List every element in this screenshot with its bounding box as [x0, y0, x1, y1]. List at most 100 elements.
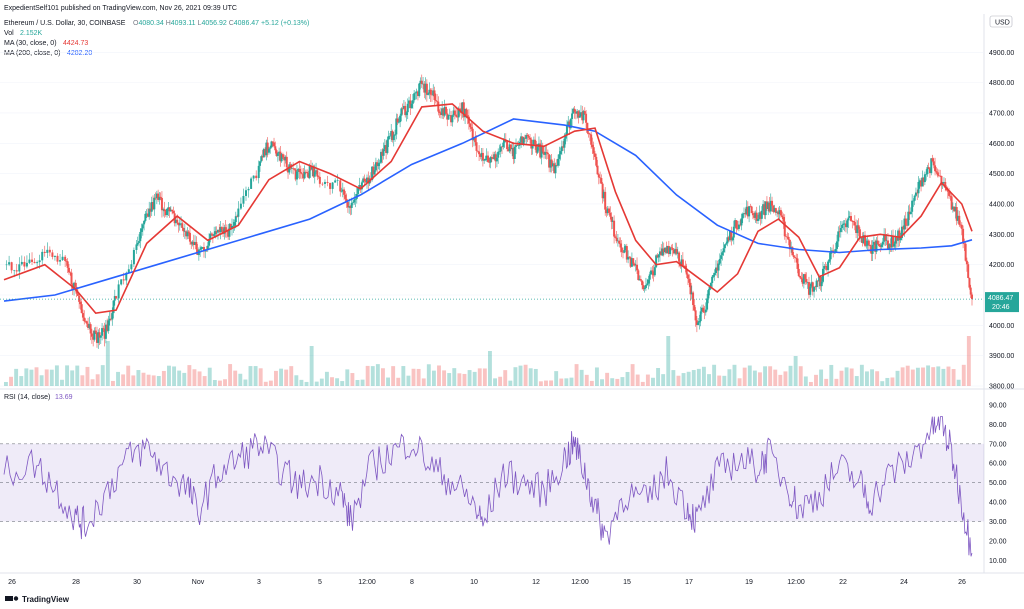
ma200-line — [3, 118, 973, 302]
candle-body — [94, 330, 97, 333]
candle-body — [739, 224, 742, 226]
candle-body — [294, 169, 297, 180]
price-axis[interactable]: 3800.003900.004000.004100.004200.004300.… — [989, 50, 1014, 391]
candle-body — [842, 223, 845, 225]
candle-body — [471, 128, 474, 141]
price-gridlines — [0, 51, 984, 387]
candle-body — [712, 275, 715, 277]
candle-body — [571, 113, 574, 120]
volume-bar — [386, 377, 390, 386]
candle-body — [531, 145, 534, 149]
last-price-value: 4086.47 — [988, 295, 1013, 302]
candle-body — [220, 227, 223, 230]
volume-bar — [243, 379, 248, 386]
volume-bar — [686, 371, 691, 386]
candle-body — [495, 157, 498, 162]
candle-body — [89, 324, 92, 334]
candle-body — [529, 137, 532, 140]
candle-body — [907, 211, 910, 226]
candle-body — [448, 115, 451, 116]
ohlc-close: 4086.47 — [234, 20, 259, 27]
candle-body — [535, 143, 538, 153]
candle-body — [909, 211, 912, 215]
rsi-tick-label: 40.00 — [989, 500, 1007, 507]
candle-body — [722, 248, 725, 253]
candle-body — [740, 218, 743, 226]
candle-body — [962, 228, 965, 244]
candle-body — [185, 231, 188, 237]
candle-body — [820, 281, 823, 287]
volume-bar — [381, 368, 385, 386]
candle-body — [158, 196, 161, 200]
volume-bar — [116, 371, 120, 386]
candle-body — [725, 243, 728, 245]
volume-bar — [345, 369, 350, 386]
candle-body — [662, 248, 665, 253]
symbol-title: Ethereum / U.S. Dollar, 30, COINBASE — [4, 20, 126, 27]
candle-body — [632, 258, 635, 264]
candle-body — [856, 225, 859, 234]
candle-body — [672, 249, 675, 254]
ma200-label: MA (200, close, 0) — [4, 50, 60, 57]
rsi-label: RSI (14, close) — [4, 394, 50, 401]
candle-body — [623, 250, 626, 253]
candle-body — [497, 151, 500, 158]
candle-body — [172, 211, 175, 214]
volume-bar — [274, 370, 278, 386]
currency-badge[interactable] — [989, 15, 1013, 28]
volume-bar — [875, 371, 880, 386]
volume-bar — [865, 371, 869, 386]
rsi-axis[interactable]: 10.00 20.00 30.00 40.00 50.00 60.00 70.00 80.00… — [989, 403, 1007, 565]
candle-body — [936, 172, 939, 176]
candle-body — [814, 286, 817, 288]
candle-body — [880, 244, 883, 247]
candle-body — [879, 245, 882, 247]
candle-body — [835, 241, 838, 249]
candle-body — [162, 209, 165, 211]
candle-body — [159, 196, 162, 198]
candle-body — [462, 102, 465, 118]
candle-body — [61, 256, 64, 261]
candle-body — [36, 262, 39, 264]
volume-bar — [605, 372, 610, 386]
time-axis[interactable]: 26 28 30 Nov 3 5 12:00 8 10 12 12:00 15 17 19 12:00 22 2… — [8, 579, 966, 586]
candle-body — [413, 93, 416, 101]
candle-body — [269, 147, 272, 149]
volume-bar — [233, 370, 238, 386]
volume-bar — [707, 374, 711, 386]
volume-bar — [360, 379, 365, 386]
candle-body — [436, 100, 439, 102]
candle-body — [424, 83, 427, 93]
candle-body — [592, 147, 595, 154]
candle-body — [749, 206, 752, 207]
candle-body — [247, 188, 250, 191]
volume-bar — [895, 370, 900, 386]
candle-body — [906, 225, 909, 226]
tradingview-logo[interactable]: TradingView — [5, 595, 70, 604]
candle-body — [813, 286, 816, 292]
candle-body — [825, 266, 828, 270]
candle-body — [534, 139, 537, 144]
candle-body — [92, 336, 95, 340]
candle-body — [382, 149, 385, 156]
candle-body — [787, 236, 790, 240]
candle-body — [5, 264, 8, 266]
candle-body — [697, 322, 700, 325]
candle-body — [381, 151, 384, 156]
candle-body — [237, 208, 240, 217]
price-tick-label: 4200.00 — [989, 262, 1014, 269]
candle-body — [245, 190, 247, 196]
candle-body — [620, 247, 623, 253]
candle-body — [713, 273, 716, 276]
candle-body — [767, 202, 770, 209]
volume-bar — [503, 370, 508, 386]
candle-body — [456, 116, 459, 118]
candle-body — [799, 275, 802, 278]
candle-body — [928, 168, 931, 174]
candle-body — [811, 282, 814, 292]
candle-body — [434, 100, 437, 101]
candle-body — [585, 113, 588, 123]
time-tick-label: 17 — [685, 579, 693, 586]
candle-body — [557, 158, 560, 166]
